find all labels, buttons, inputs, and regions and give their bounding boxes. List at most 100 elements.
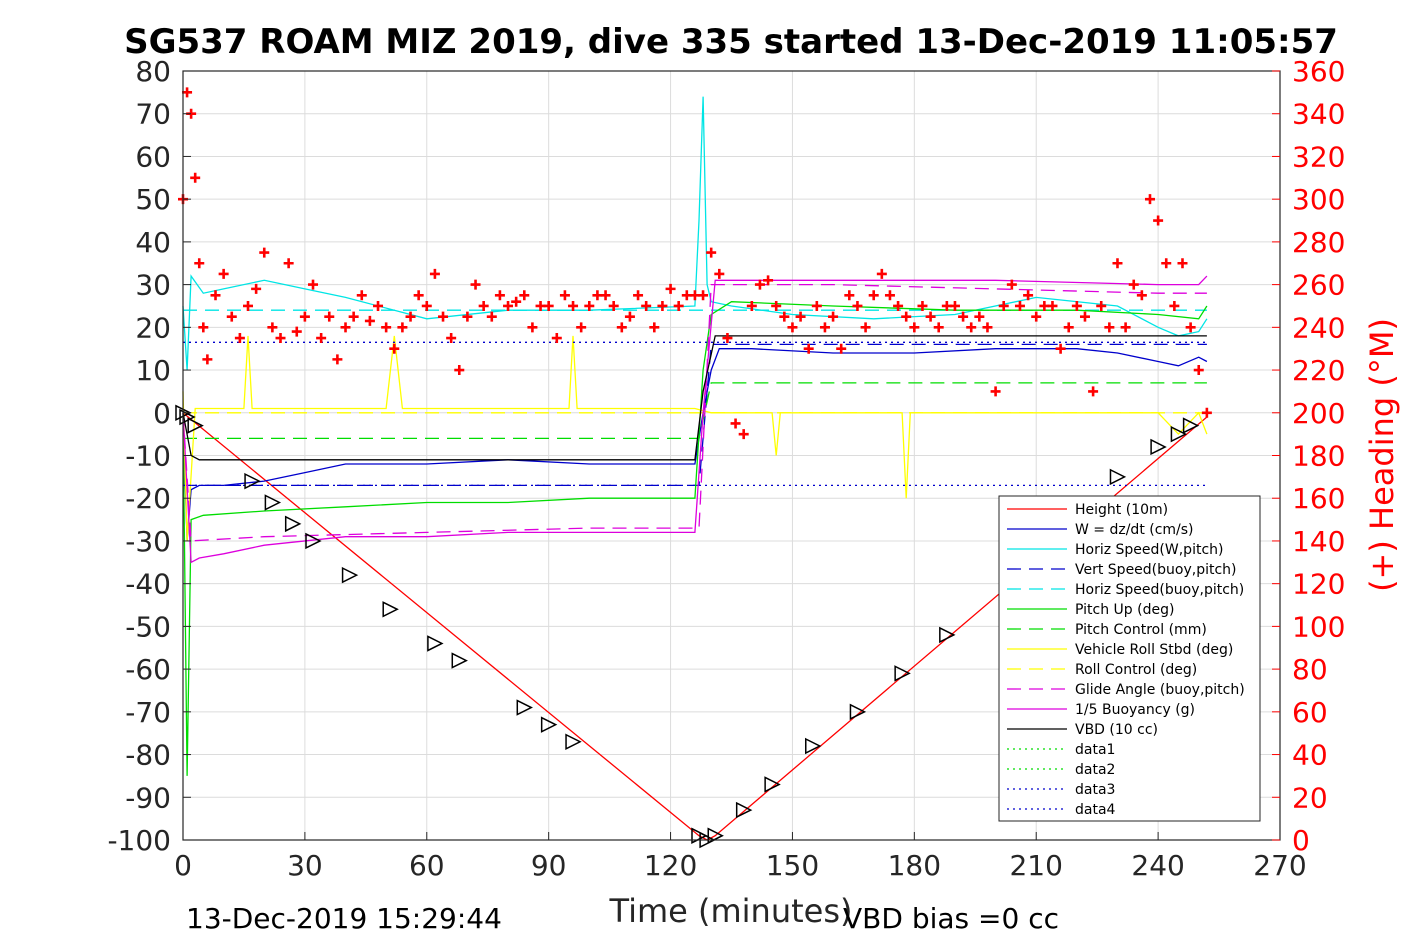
heading-marker	[958, 311, 969, 322]
heading-marker	[283, 258, 294, 269]
heading-marker	[1120, 322, 1131, 333]
heading-marker	[397, 322, 408, 333]
heading-marker	[332, 354, 343, 365]
depth-marker	[187, 417, 204, 434]
heading-marker	[698, 290, 709, 301]
heading-marker	[641, 300, 652, 311]
legend-label: Horiz Speed(buoy,pitch)	[1075, 582, 1244, 598]
y-left-tick-label: -60	[125, 653, 171, 686]
y-left-tick-label: -40	[125, 568, 171, 601]
heading-marker	[990, 386, 1001, 397]
heading-marker	[1169, 300, 1180, 311]
heading-marker	[714, 268, 725, 279]
heading-marker	[1079, 311, 1090, 322]
depth-marker	[939, 626, 956, 644]
depth-marker	[1150, 438, 1167, 456]
y-right-tick-label: 180	[1292, 440, 1345, 473]
x-tick-label: 90	[531, 849, 567, 882]
y-right-tick-label: 100	[1292, 610, 1345, 643]
legend-label: data2	[1075, 762, 1115, 778]
heading-marker	[876, 268, 887, 279]
depth-marker	[565, 733, 582, 750]
heading-marker	[259, 247, 270, 258]
y-right-tick-label: 240	[1292, 311, 1345, 344]
legend-box	[998, 495, 1261, 822]
depth-marker	[805, 737, 822, 755]
y-left-tick-label: 0	[153, 397, 171, 430]
x-tick-label: 270	[1253, 849, 1306, 882]
heading-marker	[925, 311, 936, 322]
heading-marker	[811, 300, 822, 311]
heading-marker	[779, 311, 790, 322]
heading-marker	[519, 290, 530, 301]
series-vehicle-roll-stbd-deg	[182, 335, 1208, 541]
chart-title: SG537 ROAM MIZ 2019, dive 335 started 13…	[124, 22, 1338, 62]
heading-marker	[559, 290, 570, 301]
depth-marker	[540, 716, 558, 733]
heading-marker	[218, 268, 229, 279]
heading-marker	[251, 283, 262, 294]
heading-marker	[868, 290, 879, 301]
heading-marker	[413, 290, 424, 301]
heading-marker	[1014, 300, 1025, 311]
heading-marker	[608, 300, 619, 311]
data-series	[175, 87, 1212, 849]
heading-marker	[738, 429, 749, 440]
heading-marker	[494, 290, 505, 301]
y-left-tick-label: -100	[107, 824, 171, 857]
heading-marker	[706, 247, 717, 258]
heading-marker	[649, 322, 660, 333]
depth-marker	[179, 408, 196, 426]
right-axis-label: (+) Heading (°M)	[1363, 318, 1401, 592]
heading-marker	[454, 365, 465, 376]
heading-marker	[340, 322, 351, 333]
series-1-5-buoyancy-g	[182, 275, 1208, 564]
x-tick-label: 30	[287, 849, 323, 882]
heading-marker	[803, 343, 814, 354]
legend-label: VBD (10 cc)	[1075, 722, 1158, 738]
depth-marker	[1109, 468, 1127, 486]
heading-marker	[1161, 258, 1172, 269]
y-right-tick-label: 260	[1292, 269, 1345, 302]
heading-marker	[860, 322, 871, 333]
heading-marker	[1201, 407, 1212, 418]
legend-label: Roll Control (deg)	[1075, 662, 1197, 678]
heading-marker	[844, 290, 855, 301]
legend-label: W = dz/dt (cm/s)	[1075, 522, 1194, 538]
depth-marker	[427, 635, 444, 652]
depth-marker	[1170, 425, 1188, 443]
series-glide-angle-buoy-pitch	[182, 283, 1207, 542]
heading-marker	[576, 322, 587, 333]
heading-marker	[1128, 279, 1139, 290]
heading-marker	[1055, 343, 1066, 354]
y-left-tick-label: -10	[125, 440, 171, 473]
heading-marker	[1071, 300, 1082, 311]
y-right-tick-label: 300	[1292, 183, 1345, 216]
heading-marker	[470, 279, 481, 290]
heading-marker	[624, 311, 635, 322]
depth-marker	[894, 665, 911, 682]
y-left-tick-label: 10	[135, 354, 171, 387]
x-tick-label: 0	[174, 849, 192, 882]
legend-label: Horiz Speed(W,pitch)	[1075, 542, 1223, 558]
series-horiz-speed-w-pitch	[182, 96, 1208, 371]
heading-marker	[356, 290, 367, 301]
series-vert-speed-buoy-pitch	[183, 343, 1207, 487]
heading-marker	[389, 343, 400, 354]
heading-marker	[243, 300, 254, 311]
depth-marker	[735, 801, 753, 819]
heading-marker	[190, 172, 201, 183]
heading-marker	[901, 311, 912, 322]
heading-marker	[210, 290, 221, 301]
heading-marker	[1193, 365, 1204, 376]
heading-marker	[182, 87, 193, 98]
y-right-tick-label: 280	[1292, 226, 1345, 259]
heading-marker	[1104, 322, 1115, 333]
heading-marker	[584, 300, 595, 311]
y-left-tick-label: 60	[135, 140, 171, 173]
heading-marker	[600, 290, 611, 301]
y-left-tick-label: 20	[135, 311, 171, 344]
y-right-tick-label: 120	[1292, 568, 1345, 601]
heading-marker	[893, 300, 904, 311]
